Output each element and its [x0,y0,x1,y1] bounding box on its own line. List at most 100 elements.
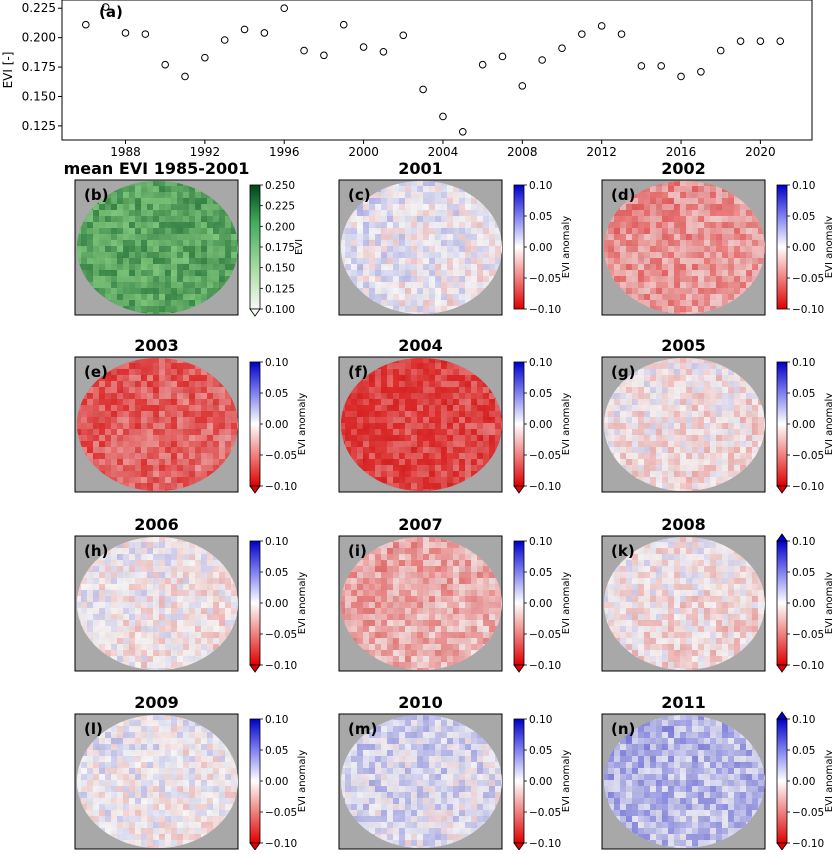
colorbar-tick-label: 0.00 [265,419,288,431]
x-tick-label: 1988 [110,145,141,159]
map-panel-label: (d) [611,186,635,204]
colorbar-tick-label: 0.05 [265,745,288,757]
evi-point [737,38,744,45]
x-tick-label: 2012 [586,145,617,159]
colorbar-tick-label: 0.00 [265,776,288,788]
colorbar-tick-label: 0.00 [792,242,815,254]
colorbar-tick-label: −0.05 [792,629,824,641]
colorbar-label: EVI anomaly [561,750,572,813]
colorbar-label: EVI anomaly [297,750,308,813]
map-title: 2008 [661,515,706,534]
colorbar-label: EVI anomaly [297,572,308,635]
colorbar-extend-min [777,665,787,672]
colorbar-tick-label: 0.05 [529,211,552,223]
colorbar-tick-label: 0.10 [792,536,815,548]
map-title: 2010 [398,693,443,712]
evi-point [678,73,685,80]
colorbar-tick-label: 0.10 [529,536,552,548]
map-panel-label: (c) [348,186,371,204]
evi-point [658,63,665,70]
colorbar-label: EVI [294,239,305,255]
evi-point [539,57,546,64]
colorbar-tick-label: −0.10 [792,304,824,316]
colorbar-label: EVI anomaly [297,393,308,456]
colorbar-gradient [514,541,524,665]
colorbar-tick-label: −0.10 [792,481,824,493]
evi-point [241,26,248,33]
evi-point [162,61,169,68]
x-tick-label: 1996 [269,145,300,159]
map-title: 2004 [398,336,443,355]
evi-point [717,47,724,54]
x-tick-label: 2000 [348,145,379,159]
map-panel: mean EVI 1985-2001(b)0.2500.2250.2000.17… [64,159,305,318]
colorbar-tick-label: 0.100 [265,304,295,316]
colorbar-tick-label: 0.05 [792,388,815,400]
evi-point [459,128,466,135]
colorbar-tick-label: 0.10 [529,714,552,726]
colorbar-tick-label: 0.00 [792,598,815,610]
colorbar-gradient [250,362,260,486]
y-tick-label: 0.150 [22,89,56,103]
colorbar-gradient [250,719,260,843]
evi-point [202,54,209,61]
colorbar-extend-max [777,534,787,541]
colorbar-tick-label: −0.05 [265,450,297,462]
map-panel-label: (f) [348,363,368,381]
colorbar-extend-min [514,843,524,850]
colorbar-extend-min [250,665,260,672]
evi-point [122,30,129,37]
anomaly-maps: mean EVI 1985-2001(b)0.2500.2250.2000.17… [64,159,832,850]
colorbar-tick-label: 0.05 [529,567,552,579]
colorbar-tick-label: −0.10 [792,660,824,672]
colorbar-tick-label: 0.05 [265,388,288,400]
map-title: 2002 [661,159,706,178]
map-panel-label: (l) [84,720,103,738]
evi-point [440,113,447,120]
y-tick-label: 0.125 [22,119,56,133]
colorbar-tick-label: −0.05 [265,629,297,641]
colorbar-tick-label: 0.05 [529,745,552,757]
colorbar-tick-label: 0.00 [529,242,552,254]
colorbar-tick-label: 0.10 [529,357,552,369]
colorbar-tick-label: −0.05 [529,807,561,819]
colorbar-gradient [777,362,787,486]
evi-point [579,31,586,38]
colorbar-tick-label: −0.10 [529,304,561,316]
colorbar-extend-min [250,843,260,850]
colorbar-tick-label: 0.10 [792,357,815,369]
colorbar-gradient [777,719,787,843]
colorbar-tick-label: 0.05 [529,388,552,400]
map-panel-label: (i) [348,542,367,560]
colorbar-tick-label: 0.00 [529,776,552,788]
colorbar-gradient [514,362,524,486]
colorbar-gradient [514,185,524,309]
colorbar-label: EVI anomaly [824,216,832,279]
evi-point [618,31,625,38]
colorbar-extend-min [250,309,260,316]
colorbar-gradient [777,185,787,309]
evi-point [757,38,764,45]
map-panel-label: (k) [611,542,635,560]
evi-point [360,44,367,51]
map-panel-label: (g) [611,363,635,381]
x-tick-label: 2020 [745,145,776,159]
colorbar-label: EVI anomaly [561,393,572,456]
evi-point [559,45,566,52]
colorbar-tick-label: 0.00 [529,419,552,431]
colorbar-tick-label: 0.00 [792,419,815,431]
